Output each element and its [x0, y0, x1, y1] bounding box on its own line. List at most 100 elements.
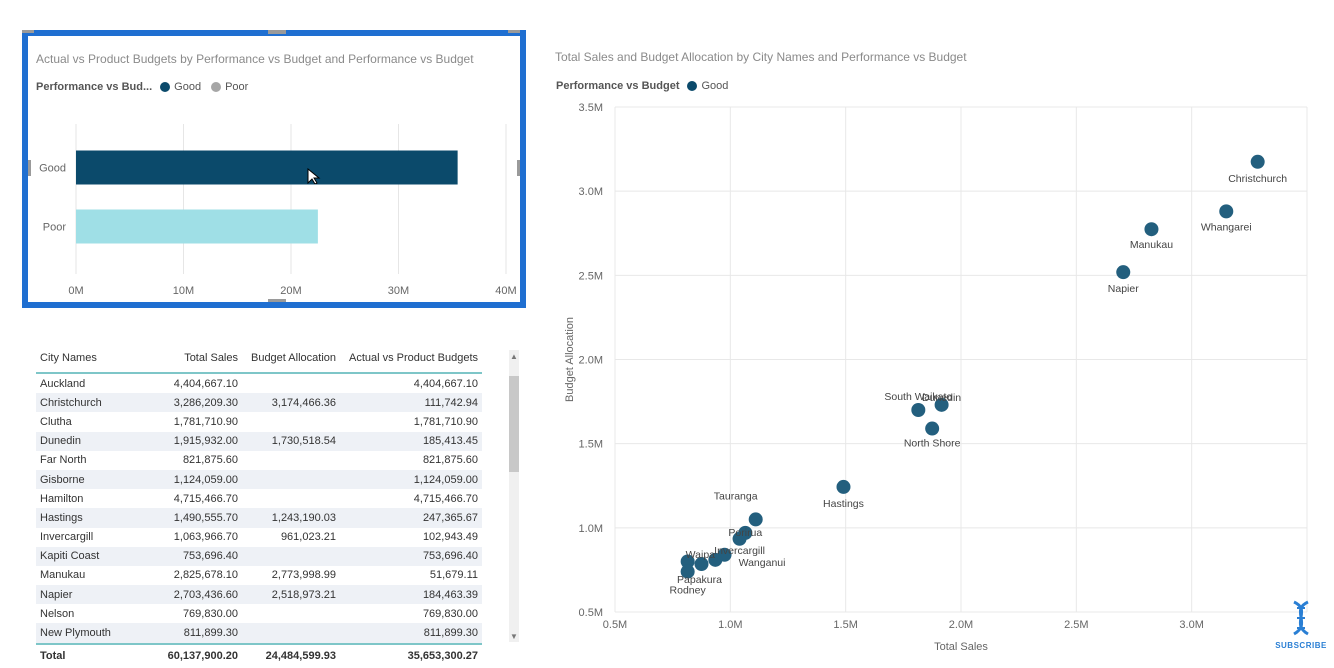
cursor-icon: [307, 168, 321, 184]
cell-total-sales: 1,781,710.90: [173, 415, 238, 428]
cell-actual-vs-budgets: 51,679.11: [429, 569, 478, 582]
table-row[interactable]: Invercargill 1,063,966.70 961,023.21 102,94…: [36, 528, 482, 547]
y-tick-label: Good: [39, 163, 66, 175]
bar-legend-title: Performance vs Bud...: [36, 81, 153, 93]
legend-entry-good[interactable]: Good: [160, 81, 201, 93]
cell-actual-vs-budgets: 769,830.00: [422, 607, 478, 620]
scatter-point[interactable]: [925, 421, 940, 436]
x-tick-label: 20M: [280, 285, 301, 297]
table-row[interactable]: Napier 2,703,436.60 2,518,973.21 184,463.39: [36, 585, 482, 605]
table-row[interactable]: Hastings 1,490,555.70 1,243,190.03 247,365.…: [36, 508, 482, 528]
cell-city: Dunedin: [36, 431, 144, 451]
cell-actual-vs-budgets: 184,463.39: [340, 585, 482, 605]
legend-entry-good[interactable]: Good: [687, 80, 728, 92]
cell-budget-allocation: 2,773,998.99: [271, 569, 336, 582]
data-table: City Names Total Sales Budget Allocation…: [36, 344, 482, 667]
table-row[interactable]: New Plymouth 811,899.30 811,899.30: [36, 623, 482, 644]
scatter-chart-panel[interactable]: Total Sales and Budget Allocation by Cit…: [540, 40, 1330, 665]
bar-poor[interactable]: [76, 209, 318, 244]
scatter-point[interactable]: [1219, 204, 1234, 219]
scatter-point[interactable]: [708, 552, 723, 567]
cell-total-sales: 4,404,667.10: [173, 377, 238, 390]
cell-budget-allocation: 1,243,190.03: [242, 508, 340, 528]
y-tick-label: 2.0M: [579, 355, 603, 367]
point-label: Wanganui: [739, 557, 786, 569]
legend-label-good: Good: [174, 81, 202, 93]
scatter-point[interactable]: [1250, 154, 1265, 169]
point-label: Dunedin: [922, 392, 961, 404]
table-row[interactable]: Hamilton 4,715,466.70 4,715,466.70: [36, 489, 482, 508]
resize-handle[interactable]: [517, 160, 520, 176]
cell-actual-vs-budgets: 821,875.60: [422, 454, 478, 467]
resize-handle[interactable]: [508, 30, 520, 33]
cell-total-sales: 769,830.00: [182, 607, 238, 620]
table-row[interactable]: Gisborne 1,124,059.00 1,124,059.00: [36, 469, 482, 490]
table-row[interactable]: Auckland 4,404,667.10 4,404,667.10: [36, 373, 482, 393]
resize-handle[interactable]: [268, 30, 286, 34]
point-label: Invercargill: [714, 545, 765, 557]
subscribe-logo[interactable]: SUBSCRIBE: [1272, 600, 1330, 652]
scatter-point[interactable]: [680, 564, 695, 579]
point-label: Christchurch: [1228, 173, 1287, 185]
scatter-point[interactable]: [694, 557, 709, 572]
y-tick-label: Poor: [43, 222, 67, 234]
cell-budget-allocation: [242, 469, 340, 490]
bar-chart-panel[interactable]: Actual vs Product Budgets by Performance…: [22, 30, 526, 308]
scatter-chart-svg: 0.5M 1.0M 1.5M 2.0M 2.5M 3.0M 0.5M 1.0M 1.5M 2.0M…: [564, 102, 1308, 653]
scatter-point[interactable]: [911, 403, 926, 417]
cell-actual-vs-budgets: 1,781,710.90: [413, 415, 478, 428]
scatter-point[interactable]: [732, 531, 747, 546]
cell-actual-vs-budgets: 102,943.49: [422, 531, 478, 544]
point-label: Rodney: [670, 585, 707, 597]
cell-actual-vs-budgets: 4,404,667.10: [413, 377, 478, 390]
table-row[interactable]: Dunedin 1,915,932.00 1,730,518.54 185,413.4…: [36, 431, 482, 451]
table-row[interactable]: Far North 821,875.60 821,875.60: [36, 451, 482, 470]
scatter-chart-title: Total Sales and Budget Allocation by Cit…: [555, 50, 967, 64]
legend-entry-poor[interactable]: Poor: [211, 81, 248, 93]
cell-total-sales: 3,286,209.30: [144, 393, 242, 413]
scatter-point[interactable]: [836, 479, 851, 494]
table-row[interactable]: Manukau 2,825,678.10 2,773,998.99 51,679.11: [36, 566, 482, 585]
table-row[interactable]: Christchurch 3,286,209.30 3,174,466.36 111,…: [36, 393, 482, 413]
x-tick-label: 1.5M: [833, 619, 857, 631]
resize-handle[interactable]: [268, 299, 286, 302]
y-tick-label: 2.5M: [579, 270, 603, 282]
resize-handle[interactable]: [22, 30, 34, 33]
column-header-total-sales[interactable]: Total Sales: [144, 344, 242, 374]
point-label: South Waikato: [884, 391, 952, 403]
x-tick-label: 0M: [68, 285, 83, 297]
bar-good[interactable]: [76, 150, 458, 185]
column-header-actual-vs-budgets[interactable]: Actual vs Product Budgets: [340, 344, 482, 374]
table-scrollbar[interactable]: ▲ ▼: [509, 350, 519, 642]
cell-budget-allocation: [242, 623, 340, 644]
scatter-point[interactable]: [1116, 265, 1131, 280]
cell-total-sales: 1,063,966.70: [173, 531, 238, 544]
cell-city: Invercargill: [40, 531, 94, 544]
table-row[interactable]: Nelson 769,830.00 769,830.00: [36, 604, 482, 623]
total-cell: Total: [36, 642, 144, 667]
column-header-city[interactable]: City Names: [36, 344, 144, 374]
cell-total-sales: 4,715,466.70: [173, 492, 238, 505]
scroll-up-icon[interactable]: ▲: [510, 352, 518, 361]
x-tick-label: 10M: [173, 285, 194, 297]
cell-actual-vs-budgets: 811,899.30: [340, 623, 482, 644]
cell-actual-vs-budgets: 247,365.67: [340, 508, 482, 528]
cell-city: Gisborne: [36, 469, 144, 490]
cell-city: Kapiti Coast: [36, 546, 144, 566]
scroll-thumb[interactable]: [509, 376, 519, 472]
cell-total-sales: 1,124,059.00: [144, 469, 242, 490]
table-row[interactable]: Kapiti Coast 753,696.40 753,696.40: [36, 546, 482, 566]
y-axis-title: Budget Allocation: [564, 317, 576, 402]
point-label: Papakura: [677, 574, 722, 586]
scroll-down-icon[interactable]: ▼: [510, 632, 518, 641]
resize-handle[interactable]: [28, 160, 31, 176]
scatter-point[interactable]: [748, 512, 763, 527]
cell-total-sales: 2,825,678.10: [173, 569, 238, 582]
legend-label-poor: Poor: [225, 81, 249, 93]
table-row[interactable]: Clutha 1,781,710.90 1,781,710.90: [36, 412, 482, 431]
column-header-budget-allocation[interactable]: Budget Allocation: [242, 344, 340, 374]
scatter-point[interactable]: [680, 554, 695, 569]
scatter-point[interactable]: [934, 397, 949, 412]
point-label: North Shore: [904, 438, 961, 450]
scatter-point[interactable]: [1144, 222, 1159, 237]
